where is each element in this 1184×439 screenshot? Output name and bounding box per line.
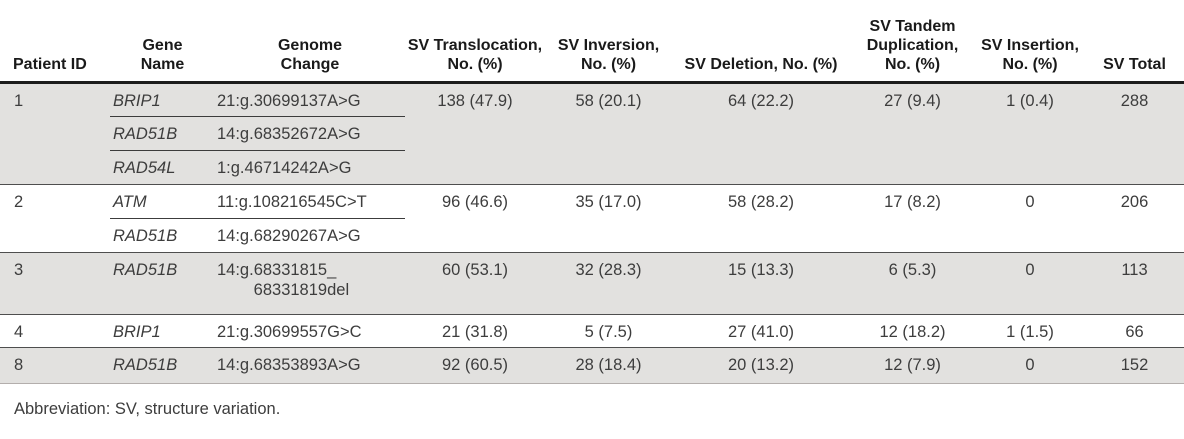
sv-inversion-cell: 35 (17.0): [575, 192, 642, 211]
sv-insertion-cell: 1 (0.4): [1006, 91, 1054, 110]
header-row: Patient ID Gene Name Genome Change SV Tr…: [0, 0, 1184, 84]
genome-change-cell: 11:g.108216545C>T: [215, 184, 405, 219]
sv-insertion-cell: 0: [1025, 192, 1035, 211]
genome-change-cell: 14:g.68353893A>G: [217, 355, 361, 374]
column-header-sv-translocation: SV Translocation, No. (%): [405, 0, 545, 84]
gene-name-cell: RAD51B: [113, 355, 178, 374]
sv-deletion-cell: 27 (41.0): [727, 322, 795, 341]
table-row: 8 RAD51B 14:g.68353893A>G 92 (60.5) 28 (…: [0, 347, 1184, 383]
sv-total-cell: 152: [1120, 355, 1149, 374]
sv-tandem-duplication-cell: 6 (5.3): [888, 260, 937, 279]
column-header-sv-inversion: SV Inversion, No. (%): [545, 0, 672, 84]
abbreviation-footnote: Abbreviation: SV, structure variation.: [14, 399, 281, 418]
genome-change-cell: 14:g.68352672A>G: [215, 116, 405, 151]
column-header-genome-change: Genome Change: [215, 0, 405, 84]
sv-tandem-duplication-cell: 12 (7.9): [884, 355, 941, 374]
sv-inversion-cell: 32 (28.3): [575, 260, 642, 279]
genome-change-cell: 14:g.68331815_ 68331819del: [217, 260, 350, 299]
sv-total-cell: 288: [1120, 91, 1149, 110]
patient-id-cell: 4: [14, 322, 24, 341]
sv-total-cell: 113: [1121, 260, 1148, 279]
sv-translocation-cell: 138 (47.9): [437, 91, 513, 110]
sv-inversion-cell: 28 (18.4): [575, 355, 642, 374]
column-header-sv-insertion: SV Insertion, No. (%): [975, 0, 1085, 84]
gene-name-cell: BRIP1: [110, 82, 215, 117]
table-row: 4 BRIP1 21:g.30699557G>C 21 (31.8) 5 (7.…: [0, 314, 1184, 347]
sv-deletion-cell: 64 (22.2): [727, 91, 795, 110]
gene-name-cell: RAD51B: [110, 116, 215, 151]
sv-translocation-cell: 92 (60.5): [441, 355, 509, 374]
column-header-sv-tandem-duplication: SV Tandem Duplication, No. (%): [850, 0, 975, 84]
gene-name-cell: BRIP1: [113, 322, 161, 341]
sv-total-cell: 206: [1120, 192, 1149, 211]
table-header: Patient ID Gene Name Genome Change SV Tr…: [0, 0, 1184, 84]
patient-group-3: 3 RAD51B 14:g.68331815_ 68331819del 60 (…: [0, 252, 1184, 314]
sv-inversion-cell: 5 (7.5): [584, 322, 633, 341]
table-row: 1 BRIP1 21:g.30699137A>G 138 (47.9) 58 (…: [0, 82, 1184, 117]
sv-translocation-cell: 96 (46.6): [441, 192, 509, 211]
sv-insertion-cell: 1 (1.5): [1006, 322, 1054, 341]
sv-deletion-cell: 15 (13.3): [727, 260, 795, 279]
gene-name-cell: ATM: [110, 184, 215, 219]
gene-name-cell: RAD54L: [113, 158, 176, 177]
column-header-sv-deletion: SV Deletion, No. (%): [672, 0, 850, 84]
gene-name-cell: RAD51B: [113, 226, 178, 245]
sv-tandem-duplication-cell: 17 (8.2): [884, 192, 941, 211]
sv-summary-table: Patient ID Gene Name Genome Change SV Tr…: [0, 0, 1184, 383]
patient-group-8: 8 RAD51B 14:g.68353893A>G 92 (60.5) 28 (…: [0, 347, 1184, 383]
sv-inversion-cell: 58 (20.1): [575, 91, 642, 110]
table-row: 3 RAD51B 14:g.68331815_ 68331819del 60 (…: [0, 252, 1184, 314]
patient-group-4: 4 BRIP1 21:g.30699557G>C 21 (31.8) 5 (7.…: [0, 314, 1184, 347]
table-row: RAD51B 14:g.68290267A>G: [0, 218, 1184, 252]
column-header-gene-name: Gene Name: [110, 0, 215, 84]
table-row: RAD54L 1:g.46714242A>G: [0, 150, 1184, 184]
patient-group-1: 1 BRIP1 21:g.30699137A>G 138 (47.9) 58 (…: [0, 82, 1184, 184]
sv-deletion-cell: 20 (13.2): [727, 355, 795, 374]
table-row: 2 ATM 11:g.108216545C>T 96 (46.6) 35 (17…: [0, 184, 1184, 219]
patient-id-cell: 2: [14, 192, 24, 211]
sv-tandem-duplication-cell: 27 (9.4): [884, 91, 941, 110]
patient-id-cell: 8: [14, 355, 24, 374]
genome-change-cell: 21:g.30699557G>C: [217, 322, 362, 341]
sv-total-cell: 66: [1125, 322, 1144, 341]
sv-tandem-duplication-cell: 12 (18.2): [879, 322, 946, 341]
column-header-sv-total: SV Total: [1085, 0, 1184, 84]
sv-translocation-cell: 21 (31.8): [441, 322, 509, 341]
patient-group-2: 2 ATM 11:g.108216545C>T 96 (46.6) 35 (17…: [0, 184, 1184, 252]
sv-insertion-cell: 0: [1025, 355, 1035, 374]
genome-change-cell: 14:g.68290267A>G: [217, 226, 361, 245]
sv-translocation-cell: 60 (53.1): [441, 260, 509, 279]
sv-insertion-cell: 0: [1025, 260, 1035, 279]
genome-change-cell: 21:g.30699137A>G: [215, 82, 405, 117]
sv-deletion-cell: 58 (28.2): [727, 192, 795, 211]
patient-id-cell: 1: [14, 91, 24, 110]
table-row: RAD51B 14:g.68352672A>G: [0, 116, 1184, 151]
patient-id-cell: 3: [14, 260, 24, 279]
column-header-patient-id: Patient ID: [0, 0, 110, 84]
genome-change-cell: 1:g.46714242A>G: [217, 158, 352, 177]
gene-name-cell: RAD51B: [113, 260, 178, 279]
